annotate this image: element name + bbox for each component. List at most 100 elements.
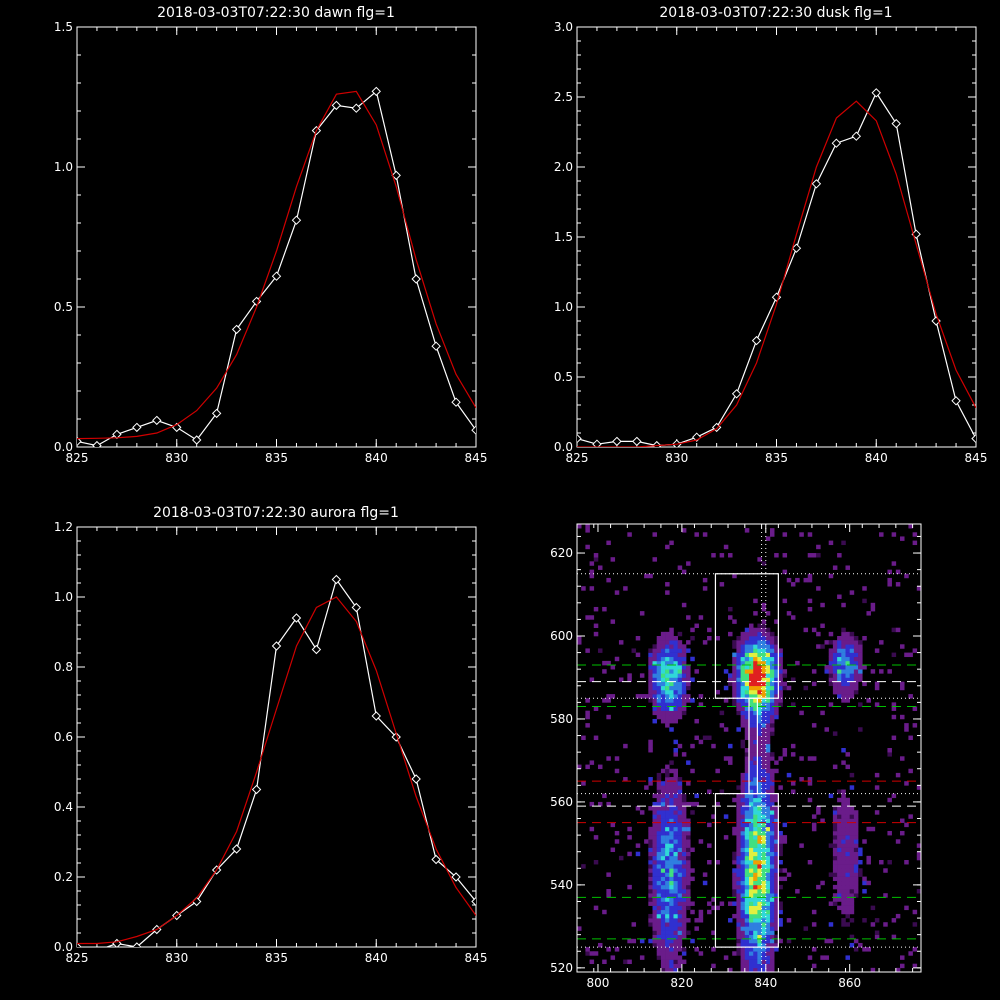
image-pixel [686, 884, 691, 890]
image-pixel [736, 864, 741, 869]
image-pixel [849, 901, 855, 906]
image-pixel [841, 822, 846, 828]
image-pixel [749, 839, 754, 844]
image-pixel [765, 710, 771, 716]
image-pixel [694, 532, 699, 537]
image-pixel [858, 640, 863, 645]
image-pixel [740, 806, 746, 811]
image-pixel [807, 573, 813, 579]
image-pixel [841, 681, 846, 687]
image-pixel [631, 922, 637, 927]
image-pixel [623, 959, 628, 965]
image-pixel [782, 752, 788, 757]
image-pixel [732, 694, 737, 699]
image-pixel [656, 694, 662, 699]
image-pixel [744, 818, 750, 823]
image-pixel [665, 918, 670, 923]
image-pixel [669, 540, 674, 546]
image-pixel [849, 644, 855, 649]
image-pixel [761, 702, 767, 707]
image-pixel [916, 586, 921, 591]
image-pixel [753, 694, 758, 699]
image-pixel [820, 955, 825, 960]
image-pixel [707, 909, 712, 915]
image-pixel [845, 893, 850, 898]
image-pixel [782, 673, 788, 678]
dawn-data-point [211, 408, 222, 419]
image-pixel [769, 860, 775, 865]
image-pixel [837, 681, 842, 687]
image-pixel [891, 561, 897, 566]
image-pixel [665, 768, 670, 774]
image-pixel [627, 677, 632, 682]
image-pixel [736, 665, 741, 670]
image-pixel [853, 851, 859, 857]
image-pixel [673, 660, 678, 666]
image-pixel [757, 897, 762, 902]
image-pixel [660, 942, 666, 948]
image-pixel [807, 553, 813, 558]
image-pixel [656, 681, 662, 687]
image-pixel [660, 955, 666, 960]
image-pixel [673, 801, 678, 807]
image-pixel [765, 660, 771, 666]
image-pixel [740, 897, 746, 902]
image-pixel [749, 677, 754, 682]
image-pixel [698, 909, 704, 915]
image-pixel [757, 623, 762, 629]
image-pixel [769, 528, 775, 533]
image-pixel [665, 656, 670, 662]
image-pixel [673, 909, 678, 915]
image-pixel [669, 880, 674, 886]
image-pixel [728, 760, 733, 765]
image-pixel [807, 781, 813, 786]
image-pixel [761, 922, 767, 927]
image-pixel [648, 748, 653, 753]
image-pixel [660, 652, 666, 658]
image-pixel [765, 830, 771, 836]
aurora-data-point [431, 854, 441, 865]
image-pixel [665, 864, 670, 869]
image-pixel [715, 801, 720, 807]
image-pixel [665, 801, 670, 807]
image-pixel [681, 652, 687, 658]
image-pixel [845, 644, 850, 649]
image-pixel [769, 677, 775, 682]
image-pixel [757, 648, 762, 653]
image-pixel [656, 926, 662, 931]
image-pixel [769, 685, 775, 691]
image-pixel [719, 553, 725, 558]
image-pixel [778, 835, 783, 840]
image-pixel [832, 814, 838, 819]
image-pixel [916, 855, 921, 861]
image-pixel [732, 889, 737, 894]
image-pixel [660, 922, 666, 927]
image-pixel [606, 893, 611, 898]
image-pixel [757, 880, 762, 886]
image-pixel [753, 644, 758, 649]
image-pixel [849, 772, 855, 778]
image-pixel [782, 748, 788, 753]
image-pixel [900, 756, 905, 761]
image-pixel [900, 681, 905, 687]
image-pixel [761, 710, 767, 716]
image-pixel [769, 830, 775, 836]
image-pixel [736, 810, 741, 815]
image-pixel [673, 934, 678, 940]
image-pixel [837, 826, 842, 832]
image-pixel [753, 714, 758, 720]
image-pixel [749, 893, 754, 898]
image-pixel [753, 748, 758, 753]
image-pixel [656, 847, 662, 853]
image-pixel [597, 764, 603, 770]
image-pixel [769, 731, 775, 736]
image-pixel [660, 781, 666, 786]
image-pixel [765, 756, 771, 761]
image-pixel [732, 868, 737, 873]
image-pixel [677, 806, 683, 811]
image-pixel [778, 685, 783, 691]
image-pixel [853, 868, 859, 873]
image-pixel [686, 893, 691, 898]
image-pixel [673, 648, 678, 653]
image-pixel [849, 640, 855, 645]
